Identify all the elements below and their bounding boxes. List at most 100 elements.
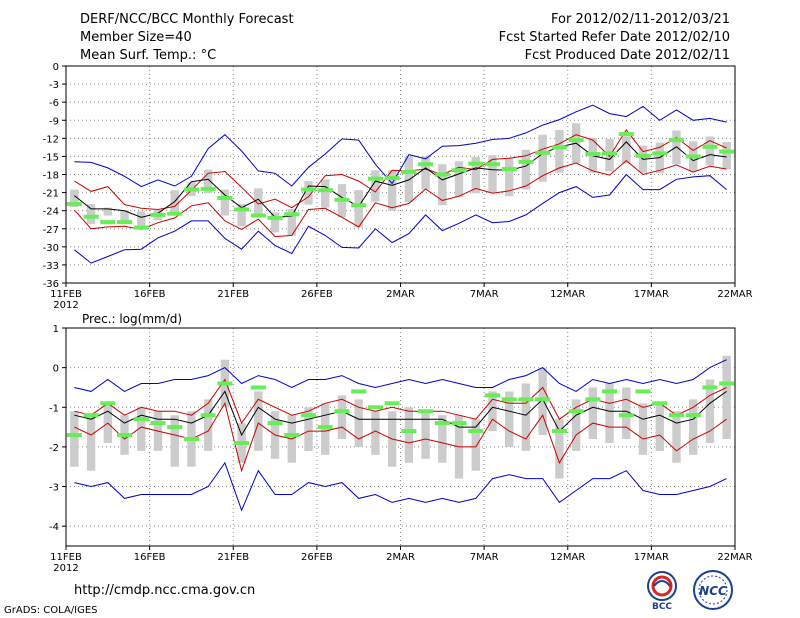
ensemble-mean-line [74,390,727,437]
x-tick-label: 7MAR [470,289,499,300]
observed-marker [551,145,567,150]
ensemble-box [605,383,614,443]
x-tick-label: 21FEB [217,552,249,563]
observed-marker [585,397,601,402]
observed-marker [401,429,417,434]
ensemble-box [672,411,681,463]
ensemble-box [137,211,146,227]
ensemble-box [505,391,514,447]
ensemble-box [555,419,564,479]
x-tick-label: 2MAR [386,289,415,300]
ensemble-box [705,136,715,166]
observed-marker [300,413,317,418]
source-url: http://cmdp.ncc.cma.gov.cn [74,583,256,598]
observed-marker [384,176,400,181]
observed-marker [652,151,668,156]
ensemble-box [371,170,380,202]
x-tick-label: 26FEB [301,289,333,300]
observed-marker [468,429,484,434]
y-tick-label: -4 [49,522,59,533]
ensemble-box [588,387,598,439]
observed-marker [300,187,317,192]
observed-marker [652,401,668,406]
observed-marker [418,409,434,414]
observed-marker [585,152,601,157]
observed-marker [618,413,634,418]
x-tick-label: 16FEB [134,289,166,300]
observed-marker [100,220,116,225]
ensemble-box [354,399,363,447]
ensemble-box [387,170,397,211]
observed-marker [200,186,216,191]
observed-marker [317,425,333,430]
ensemble-box [471,157,480,194]
observed-marker [518,397,534,402]
ensemble-box [454,161,464,198]
observed-marker [451,421,467,426]
min-line [74,173,727,264]
observed-marker [367,176,383,181]
ensemble-box [270,212,280,233]
svg-text:BCC: BCC [652,602,672,612]
ensemble-box [705,379,715,443]
min-line [74,461,727,512]
observed-marker [702,144,718,149]
observed-marker [501,167,517,172]
ensemble-box [488,391,497,432]
ensemble-box [203,399,213,451]
ensemble-box [421,156,430,190]
x-tick-label: 21FEB [217,289,249,300]
observed-marker [401,170,417,175]
observed-marker [685,154,701,159]
observed-marker [434,172,450,177]
ensemble-box [70,189,79,208]
ensemble-box [505,158,514,197]
upper-spread-line [74,378,727,425]
observed-marker [133,225,149,230]
y-tick-label: -30 [43,243,59,254]
observed-marker [568,138,584,143]
observed-marker [367,405,383,410]
ensemble-box [421,411,430,459]
x-tick-label: 12MAR [550,552,585,563]
observed-marker [183,187,199,192]
header-member-size: Member Size=40 [80,30,192,45]
y-tick-label: -12 [43,134,59,145]
y-tick-label: -1 [49,403,59,414]
ensemble-box [86,415,96,471]
observed-marker [668,138,684,143]
ensemble-box [521,149,531,190]
ensemble-box [287,208,296,236]
observed-marker [234,440,250,445]
ensemble-box [70,411,79,467]
x-tick-label: 11FEB [50,289,82,300]
x-tick-label: 26FEB [301,552,333,563]
temperature-panel: 11FEB 16FEB 21FEB 26FEB 2MAR 7MAR 12MAR 17MAR 22… [43,62,753,311]
y-tick-label: -24 [43,207,59,218]
x-tick-label: 22MAR [717,552,752,563]
observed-marker [250,385,266,390]
observed-marker [66,433,82,438]
ensemble-box [438,164,447,206]
plot-frame [65,65,736,284]
observed-marker [351,203,367,208]
x-year-label: 2012 [53,563,78,574]
header-variable: Mean Surf. Temp.: °C [80,48,217,63]
observed-marker [267,421,283,426]
observed-marker [133,417,149,422]
y-tick-label: 1 [53,324,59,335]
header-title: DERF/NCC/BCC Monthly Forecast [80,12,294,27]
observed-marker [602,389,618,394]
observed-marker [551,429,567,434]
observed-marker [250,213,266,218]
observed-marker [200,413,216,418]
max-line [74,359,727,392]
observed-marker [501,397,517,402]
ensemble-mean-line [74,141,727,218]
ensemble-box [220,189,230,216]
observed-marker [334,197,350,202]
precip-panel-title: Prec.: log(mm/d) [82,312,182,326]
header-produced-date: Fcst Produced Date 2012/02/11 [524,48,730,63]
observed-marker [334,409,350,414]
